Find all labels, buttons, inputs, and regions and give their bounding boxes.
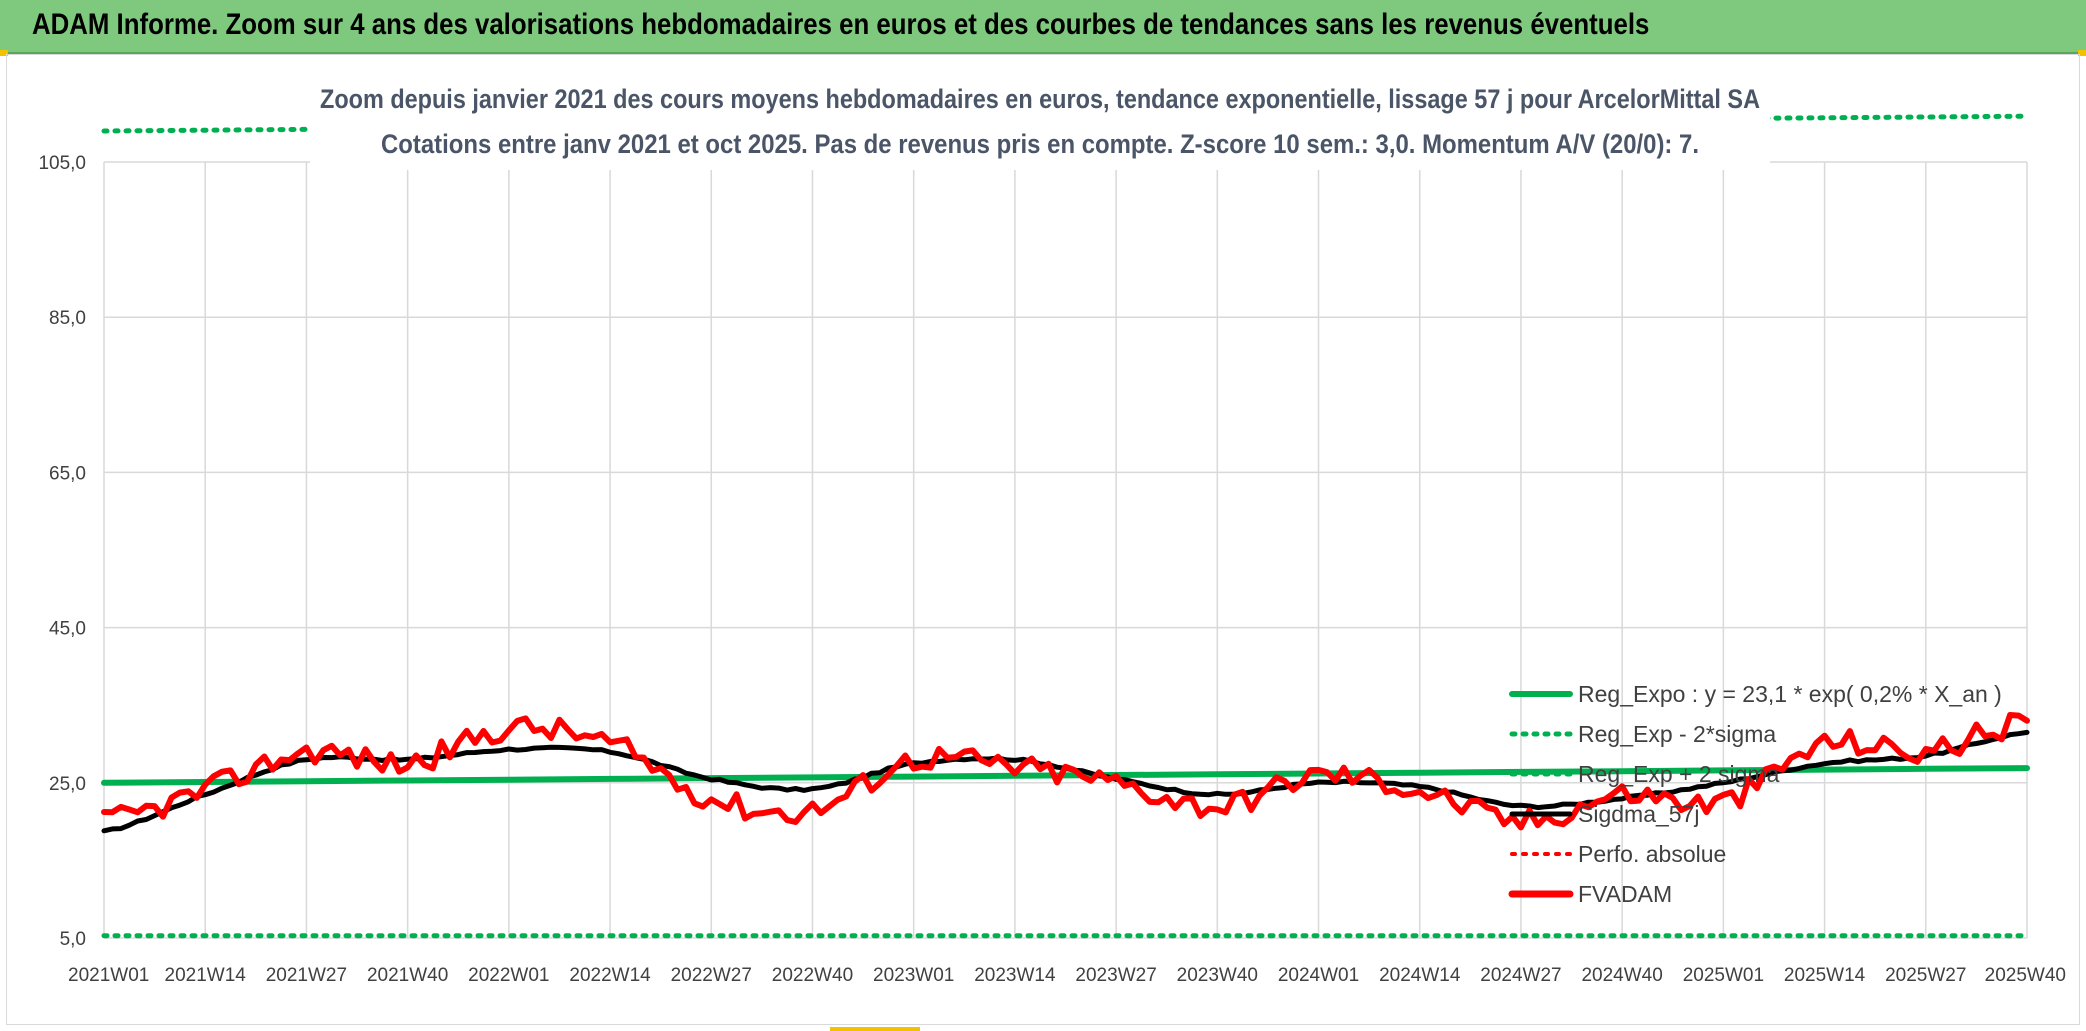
plot-frame	[6, 54, 2080, 1025]
series-layer	[101, 113, 2030, 939]
series-fvadam-line	[101, 712, 2030, 831]
legend: Reg_Expo : y = 23,1 * exp( 0,2% * X_an )…	[1508, 681, 2002, 907]
y-tick-label: 85,0	[49, 308, 86, 329]
x-tick-label: 2023W40	[1177, 965, 1258, 986]
x-tick-label: 2025W40	[1985, 965, 2066, 986]
x-tick-label: 2021W14	[165, 965, 247, 986]
legend-label: FVADAM	[1578, 881, 1672, 907]
corner-accent-right	[2078, 50, 2086, 56]
x-tick-label: 2021W40	[367, 965, 448, 986]
banner-title: ADAM Informe. Zoom sur 4 ans des valoris…	[32, 8, 1650, 41]
title-backdrop	[310, 70, 1770, 170]
x-tick-label: 2022W40	[772, 965, 853, 986]
legend-label: Reg_Expo : y = 23,1 * exp( 0,2% * X_an )	[1578, 681, 2002, 707]
x-tick-label: 2025W01	[1683, 965, 1764, 986]
y-axis-ticks: 105,0 85,0 65,0 45,0 25,0 5,0	[38, 153, 86, 950]
x-axis-ticks: 2021W01 2021W14 2021W27 2021W40 2022W01 2022W…	[68, 965, 2066, 986]
corner-accent-left	[0, 50, 8, 56]
y-tick-label: 45,0	[49, 619, 86, 640]
x-tick-label: 2021W27	[266, 965, 347, 986]
y-tick-label: 25,0	[49, 774, 86, 795]
y-tick-label: 105,0	[38, 153, 86, 174]
legend-label: Sigdma_57j	[1578, 801, 1699, 827]
x-tick-label: 2021W01	[68, 965, 149, 986]
x-tick-label: 2022W14	[569, 965, 651, 986]
x-tick-label: 2022W27	[671, 965, 752, 986]
legend-label: Reg_Exp + 2 sigma	[1578, 761, 1780, 787]
x-tick-label: 2023W14	[974, 965, 1056, 986]
legend-label: Reg_Exp - 2*sigma	[1578, 721, 1776, 747]
x-tick-label: 2022W01	[468, 965, 549, 986]
legend-label: Perfo. absolue	[1578, 841, 1726, 867]
x-tick-label: 2025W14	[1784, 965, 1866, 986]
chart-subtitle: Cotations entre janv 2021 et oct 2025. P…	[381, 129, 1699, 159]
y-tick-label: 65,0	[49, 463, 86, 484]
x-tick-label: 2025W27	[1885, 965, 1966, 986]
bottom-accent	[830, 1027, 920, 1031]
x-tick-label: 2024W01	[1278, 965, 1359, 986]
chart-title: Zoom depuis janvier 2021 des cours moyen…	[320, 84, 1760, 114]
x-tick-label: 2024W14	[1379, 965, 1461, 986]
x-tick-label: 2024W40	[1581, 965, 1662, 986]
report-banner: ADAM Informe. Zoom sur 4 ans des valoris…	[0, 0, 2086, 54]
y-tick-label: 5,0	[60, 929, 86, 950]
x-tick-label: 2023W27	[1075, 965, 1156, 986]
grid	[103, 161, 2028, 939]
x-tick-label: 2024W27	[1480, 965, 1561, 986]
x-tick-label: 2023W01	[873, 965, 954, 986]
series-reg-expo-line	[101, 765, 2030, 786]
